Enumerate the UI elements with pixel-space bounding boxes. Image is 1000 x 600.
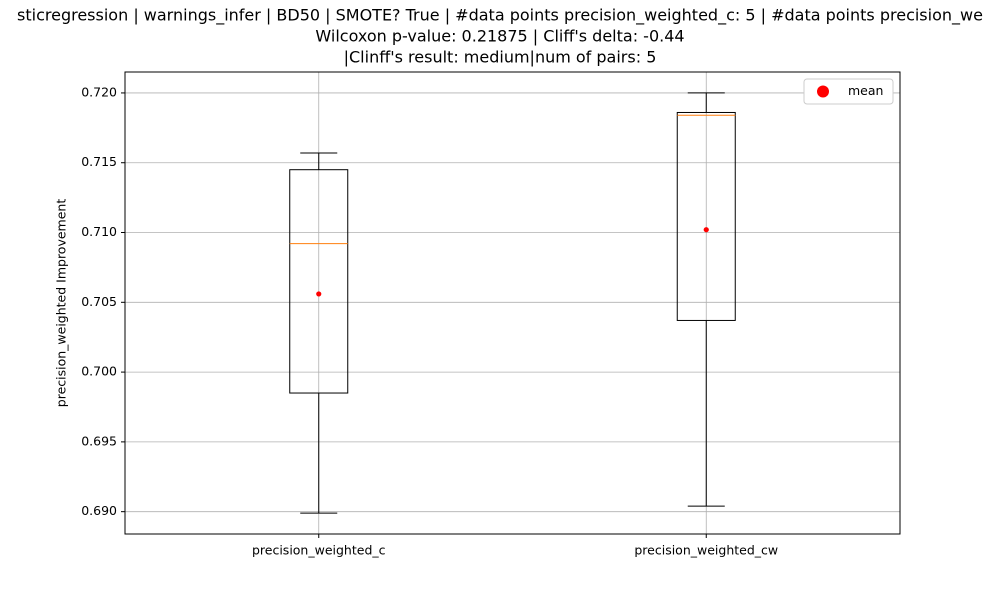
mean-marker bbox=[703, 227, 709, 233]
y-tick-label: 0.700 bbox=[81, 364, 117, 379]
box bbox=[289, 169, 349, 394]
title-line: sticregression | warnings_infer | BD50 |… bbox=[17, 6, 983, 26]
y-tick-label: 0.710 bbox=[81, 224, 117, 239]
y-tick-label: 0.690 bbox=[81, 503, 117, 518]
x-tick-label: precision_weighted_c bbox=[252, 543, 386, 558]
legend-box bbox=[803, 78, 894, 105]
legend-marker bbox=[817, 85, 829, 98]
legend-label: mean bbox=[848, 83, 883, 98]
mean-marker bbox=[316, 291, 322, 297]
y-tick-label: 0.720 bbox=[81, 84, 117, 99]
title-line: Wilcoxon p-value: 0.21875 | Cliff's delt… bbox=[315, 27, 684, 46]
y-tick-label: 0.715 bbox=[81, 154, 117, 169]
box bbox=[676, 111, 736, 321]
title-line: |Clinff's result: medium|num of pairs: 5 bbox=[344, 48, 657, 67]
y-tick-label: 0.705 bbox=[81, 294, 117, 309]
plot-frame bbox=[124, 71, 901, 535]
y-tick-label: 0.695 bbox=[81, 433, 117, 448]
x-tick-label: precision_weighted_cw bbox=[634, 543, 778, 558]
y-axis-label: precision_weighted Improvement bbox=[54, 199, 69, 408]
